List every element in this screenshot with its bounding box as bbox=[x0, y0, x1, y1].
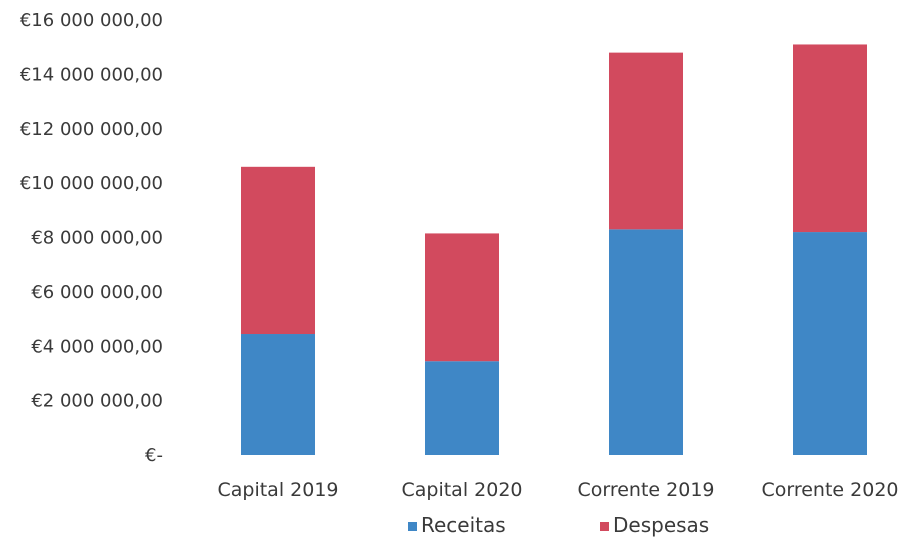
y-tick-label: €- bbox=[145, 445, 163, 466]
y-tick-label: €4 000 000,00 bbox=[31, 336, 163, 357]
bar-receitas-capital-2019 bbox=[241, 334, 315, 455]
legend-label-despesas: Despesas bbox=[613, 513, 709, 537]
bars bbox=[241, 44, 867, 455]
legend-label-receitas: Receitas bbox=[421, 513, 506, 537]
bar-receitas-capital-2020 bbox=[425, 361, 499, 455]
y-tick-label: €8 000 000,00 bbox=[31, 228, 163, 249]
bar-despesas-corrente-2020 bbox=[793, 44, 867, 233]
y-tick-label: €14 000 000,00 bbox=[20, 64, 163, 85]
bar-receitas-corrente-2020 bbox=[793, 232, 867, 455]
y-tick-label: €16 000 000,00 bbox=[20, 10, 163, 31]
y-tick-label: €12 000 000,00 bbox=[20, 119, 163, 140]
bar-despesas-corrente-2019 bbox=[609, 52, 683, 230]
y-tick-label: €2 000 000,00 bbox=[31, 391, 163, 412]
legend: Receitas Despesas bbox=[408, 513, 709, 537]
y-tick-label: €10 000 000,00 bbox=[20, 173, 163, 194]
bar-receitas-corrente-2019 bbox=[609, 229, 683, 455]
x-category-label: Capital 2019 bbox=[217, 479, 338, 501]
bar-despesas-capital-2019 bbox=[241, 166, 315, 335]
y-axis: €- €2 000 000,00 €4 000 000,00 €6 000 000,0… bbox=[20, 10, 163, 466]
bar-despesas-capital-2020 bbox=[425, 233, 499, 362]
legend-swatch-receitas bbox=[408, 522, 417, 531]
x-category-label: Corrente 2020 bbox=[761, 479, 898, 501]
x-category-label: Corrente 2019 bbox=[577, 479, 714, 501]
x-category-label: Capital 2020 bbox=[401, 479, 522, 501]
legend-swatch-despesas bbox=[600, 522, 609, 531]
x-axis: Capital 2019 Capital 2020 Corrente 2019 Cor… bbox=[217, 479, 898, 501]
y-tick-label: €6 000 000,00 bbox=[31, 282, 163, 303]
